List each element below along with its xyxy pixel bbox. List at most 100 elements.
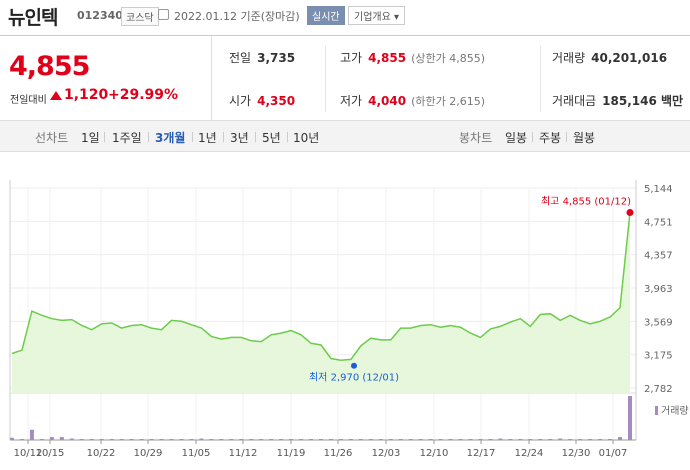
open-label: 시가 [229,94,252,108]
volume-bar [488,439,493,440]
tab-daily[interactable]: 일봉 [505,131,528,145]
volume-bar [109,439,114,440]
tab-weekly[interactable]: 주봉 [539,131,562,145]
prev-close-value: 3,735 [257,51,296,65]
volume-bar [328,439,333,440]
realtime-button[interactable]: 실시간 [307,6,345,25]
volume-bar [159,439,164,440]
volume-bar [348,439,353,440]
volume-bar [49,437,54,440]
tab-3m[interactable]: 3개월 [155,131,186,145]
tab-1d[interactable]: 1일 [81,131,100,145]
y-tick-label: 4,357 [644,251,673,262]
x-tick-label: 10/29 [134,448,163,459]
x-tick-label: 10/12 [14,448,43,459]
volume-bar [538,439,543,440]
company-overview-button[interactable]: 기업개요 ▾ [348,6,405,25]
tab-3y[interactable]: 3년 [230,131,249,145]
y-tick-label: 3,963 [644,284,673,295]
x-tick-label: 12/24 [515,448,544,459]
volume-bar [368,439,373,440]
tab-1w[interactable]: 1주일 [112,131,142,145]
tab-10y[interactable]: 10년 [293,131,320,145]
volume-bar [179,439,184,440]
volume-bar [309,439,314,440]
y-tick-label: 3,569 [644,317,673,328]
volume-bar [608,439,613,440]
up-arrow-icon [50,91,62,100]
volume-bar [119,439,124,440]
tab-separator [287,132,288,142]
volume-bar [19,439,24,440]
volume-bar [249,439,254,440]
x-tick-label: 11/05 [182,448,211,459]
tab-separator [148,132,149,142]
prev-close-stat: 전일 3,735 [229,49,295,66]
divider [540,46,541,112]
low-value: 4,040 [368,94,407,108]
volume-bar [239,439,244,440]
volume-bar [139,439,144,440]
amount-stat: 거래대금 185,146 백만 [552,92,683,109]
change-label: 전일대비 [10,95,47,106]
open-value: 4,350 [257,94,296,108]
volume-bar [39,439,44,440]
x-tick-label: 12/30 [562,448,591,459]
volume-bar [428,439,433,440]
tab-separator [223,132,224,142]
tab-monthly[interactable]: 월봉 [573,131,596,145]
volume-bar [99,439,104,440]
stock-code: 012340 [77,9,123,22]
high-marker [626,208,634,216]
volume-bar [89,439,94,440]
high-label: 고가 [340,51,363,65]
volume-bar [468,439,473,440]
high-value: 4,855 [368,51,407,65]
y-tick-label: 5,144 [644,184,673,195]
change-percent: +29.99% [108,87,179,103]
volume-bar [338,439,343,440]
volume-bar [508,439,513,440]
tab-5y[interactable]: 5년 [262,131,281,145]
clock-icon [158,9,169,20]
date-label: 2022.01.12 기준(장마감) [174,10,300,23]
x-tick-label: 10/15 [36,448,65,459]
tab-separator [566,132,567,142]
volume-bar [518,439,523,440]
volume-bar [588,439,593,440]
x-tick-label: 12/10 [420,448,449,459]
tab-separator [192,132,193,142]
volume-legend-swatch [655,406,658,415]
volume-bar [299,439,304,440]
x-tick-label: 12/03 [372,448,401,459]
volume-bar [129,439,134,440]
volume-bar [279,439,284,440]
volume-bar [219,439,224,440]
volume-bar [319,439,323,440]
volume-bar [378,439,383,440]
volume-stat: 거래량 40,201,016 [552,49,667,66]
volume-bar [388,439,393,440]
volume-bar [458,439,463,440]
volume-bar [69,438,74,440]
x-tick-label: 11/26 [324,448,353,459]
change-value: 1,120 [64,87,109,103]
volume-bar [358,439,363,440]
market-badge: 코스닥 [121,7,159,26]
volume-bar [598,439,603,440]
candle-chart-label: 봉차트 [459,131,493,145]
volume-bar [169,439,174,440]
y-tick-label: 3,175 [644,351,673,362]
volume-bar [189,439,194,440]
low-label: 최저 2,970 (12/01) [309,372,399,384]
volume-bar [438,439,443,440]
price-summary: 4,855 전일대비 1,120 +29.99% 전일 3,735 시가 4,350… [0,35,690,121]
x-tick-label: 11/12 [229,448,258,459]
volume-bar [269,439,274,440]
tab-1y[interactable]: 1년 [198,131,217,145]
volume-bar [448,439,453,440]
price-area [12,212,630,393]
volume-bar [149,439,154,440]
prev-close-label: 전일 [229,51,252,65]
y-tick-label: 2,782 [644,384,673,395]
